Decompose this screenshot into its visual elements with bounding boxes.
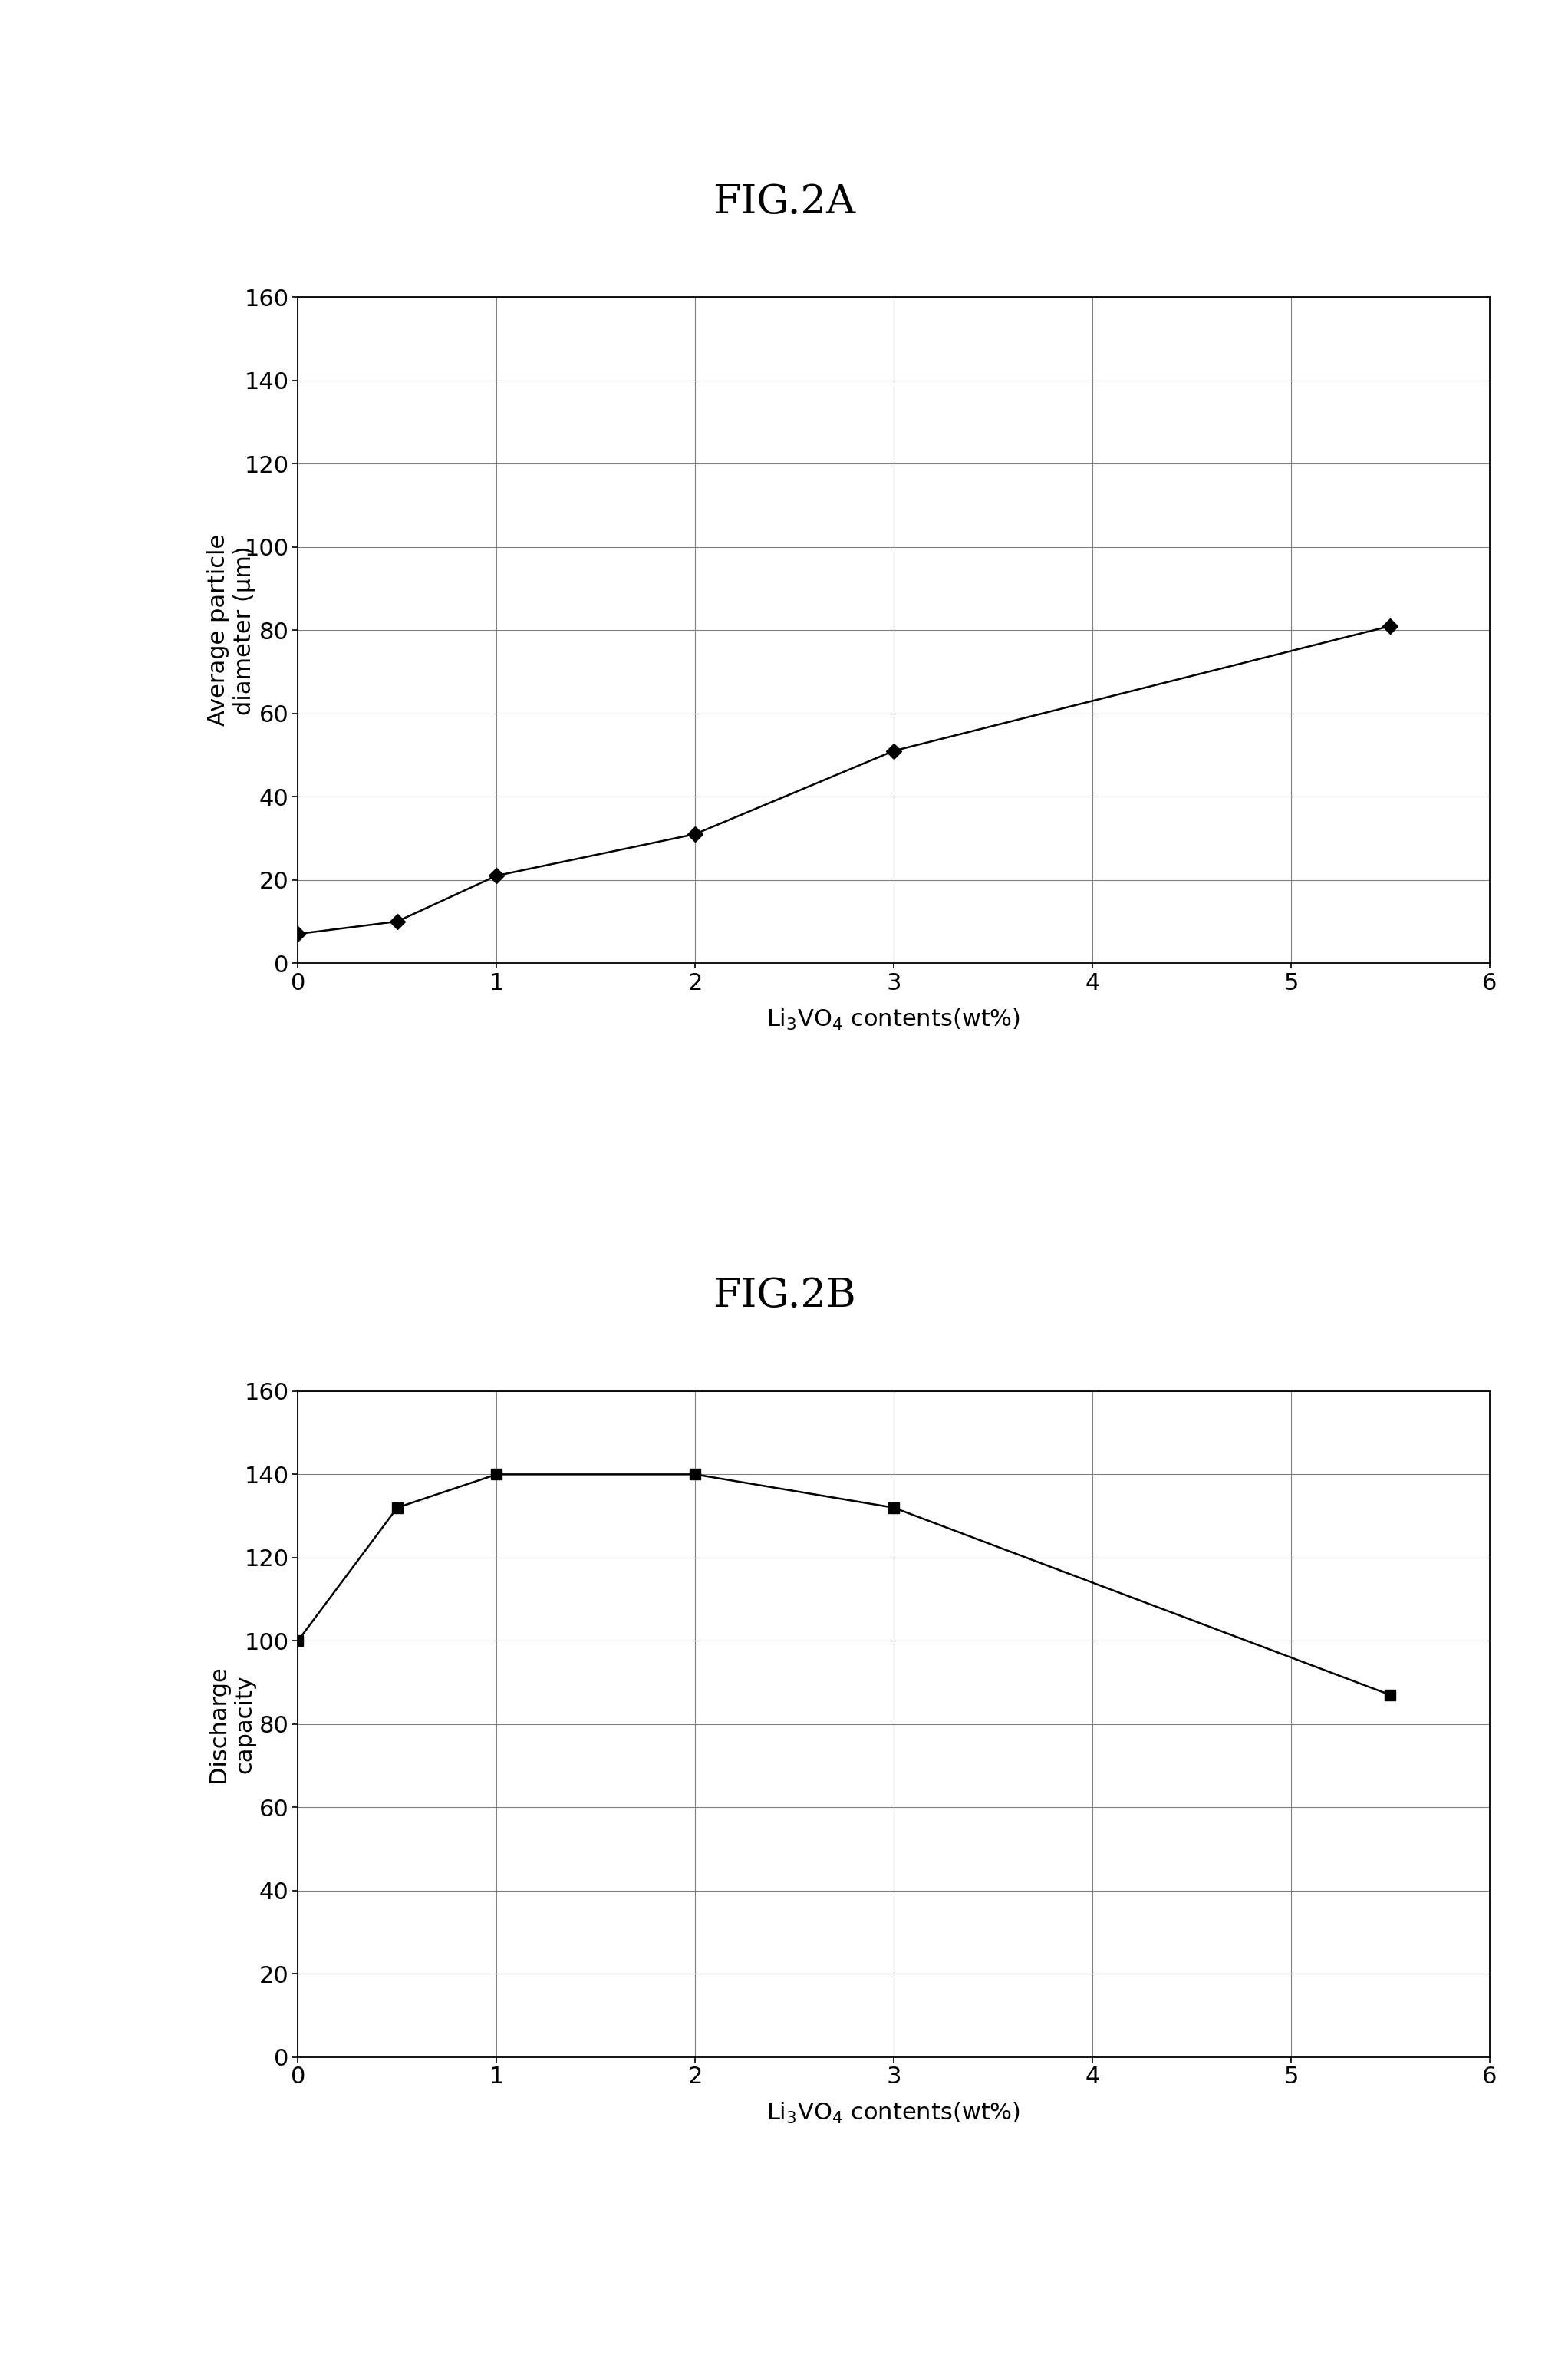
Text: FIG.2A: FIG.2A — [712, 183, 856, 221]
X-axis label: Li$_3$VO$_4$ contents(wt%): Li$_3$VO$_4$ contents(wt%) — [767, 2102, 1021, 2126]
Text: FIG.2B: FIG.2B — [712, 1277, 856, 1315]
X-axis label: Li$_3$VO$_4$ contents(wt%): Li$_3$VO$_4$ contents(wt%) — [767, 1008, 1021, 1032]
Y-axis label: Discharge
capacity: Discharge capacity — [207, 1665, 256, 1784]
Y-axis label: Average particle
diameter (μm): Average particle diameter (μm) — [207, 535, 256, 725]
